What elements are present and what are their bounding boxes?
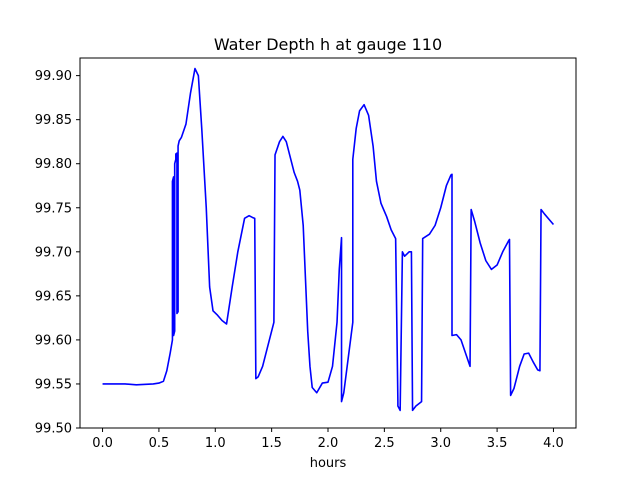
y-tick-label: 99.80 xyxy=(35,157,72,172)
x-axis-label: hours xyxy=(310,456,347,471)
y-tick-label: 99.75 xyxy=(35,201,72,216)
y-tick-label: 99.50 xyxy=(35,422,72,437)
y-tick-label: 99.85 xyxy=(35,113,72,128)
series-layer xyxy=(102,67,555,412)
x-tick-label: 0.0 xyxy=(92,436,113,451)
y-tick-label: 99.65 xyxy=(35,289,72,304)
x-tick-label: 2.5 xyxy=(374,436,395,451)
x-tick-label: 3.0 xyxy=(430,436,451,451)
x-tick-label: 2.0 xyxy=(318,436,339,451)
y-tick-label: 99.70 xyxy=(35,245,72,260)
y-tick-label: 99.55 xyxy=(35,377,72,392)
plot-background xyxy=(80,58,576,428)
series-line xyxy=(102,67,555,412)
x-tick-label: 4.0 xyxy=(543,436,564,451)
x-axis: 0.0 0.5 1.0 1.5 2.0 2.5 3.0 3.5 4.0 xyxy=(92,428,564,451)
x-tick-label: 0.5 xyxy=(149,436,170,451)
x-tick-label: 1.0 xyxy=(205,436,226,451)
chart-title: Water Depth h at gauge 110 xyxy=(214,35,442,54)
y-tick-label: 99.60 xyxy=(35,333,72,348)
y-tick-label: 99.90 xyxy=(35,69,72,84)
y-axis: 99.50 99.55 99.60 99.65 99.70 99.75 99.80 99.85… xyxy=(35,69,80,437)
x-tick-label: 1.5 xyxy=(261,436,282,451)
x-tick-label: 3.5 xyxy=(487,436,508,451)
